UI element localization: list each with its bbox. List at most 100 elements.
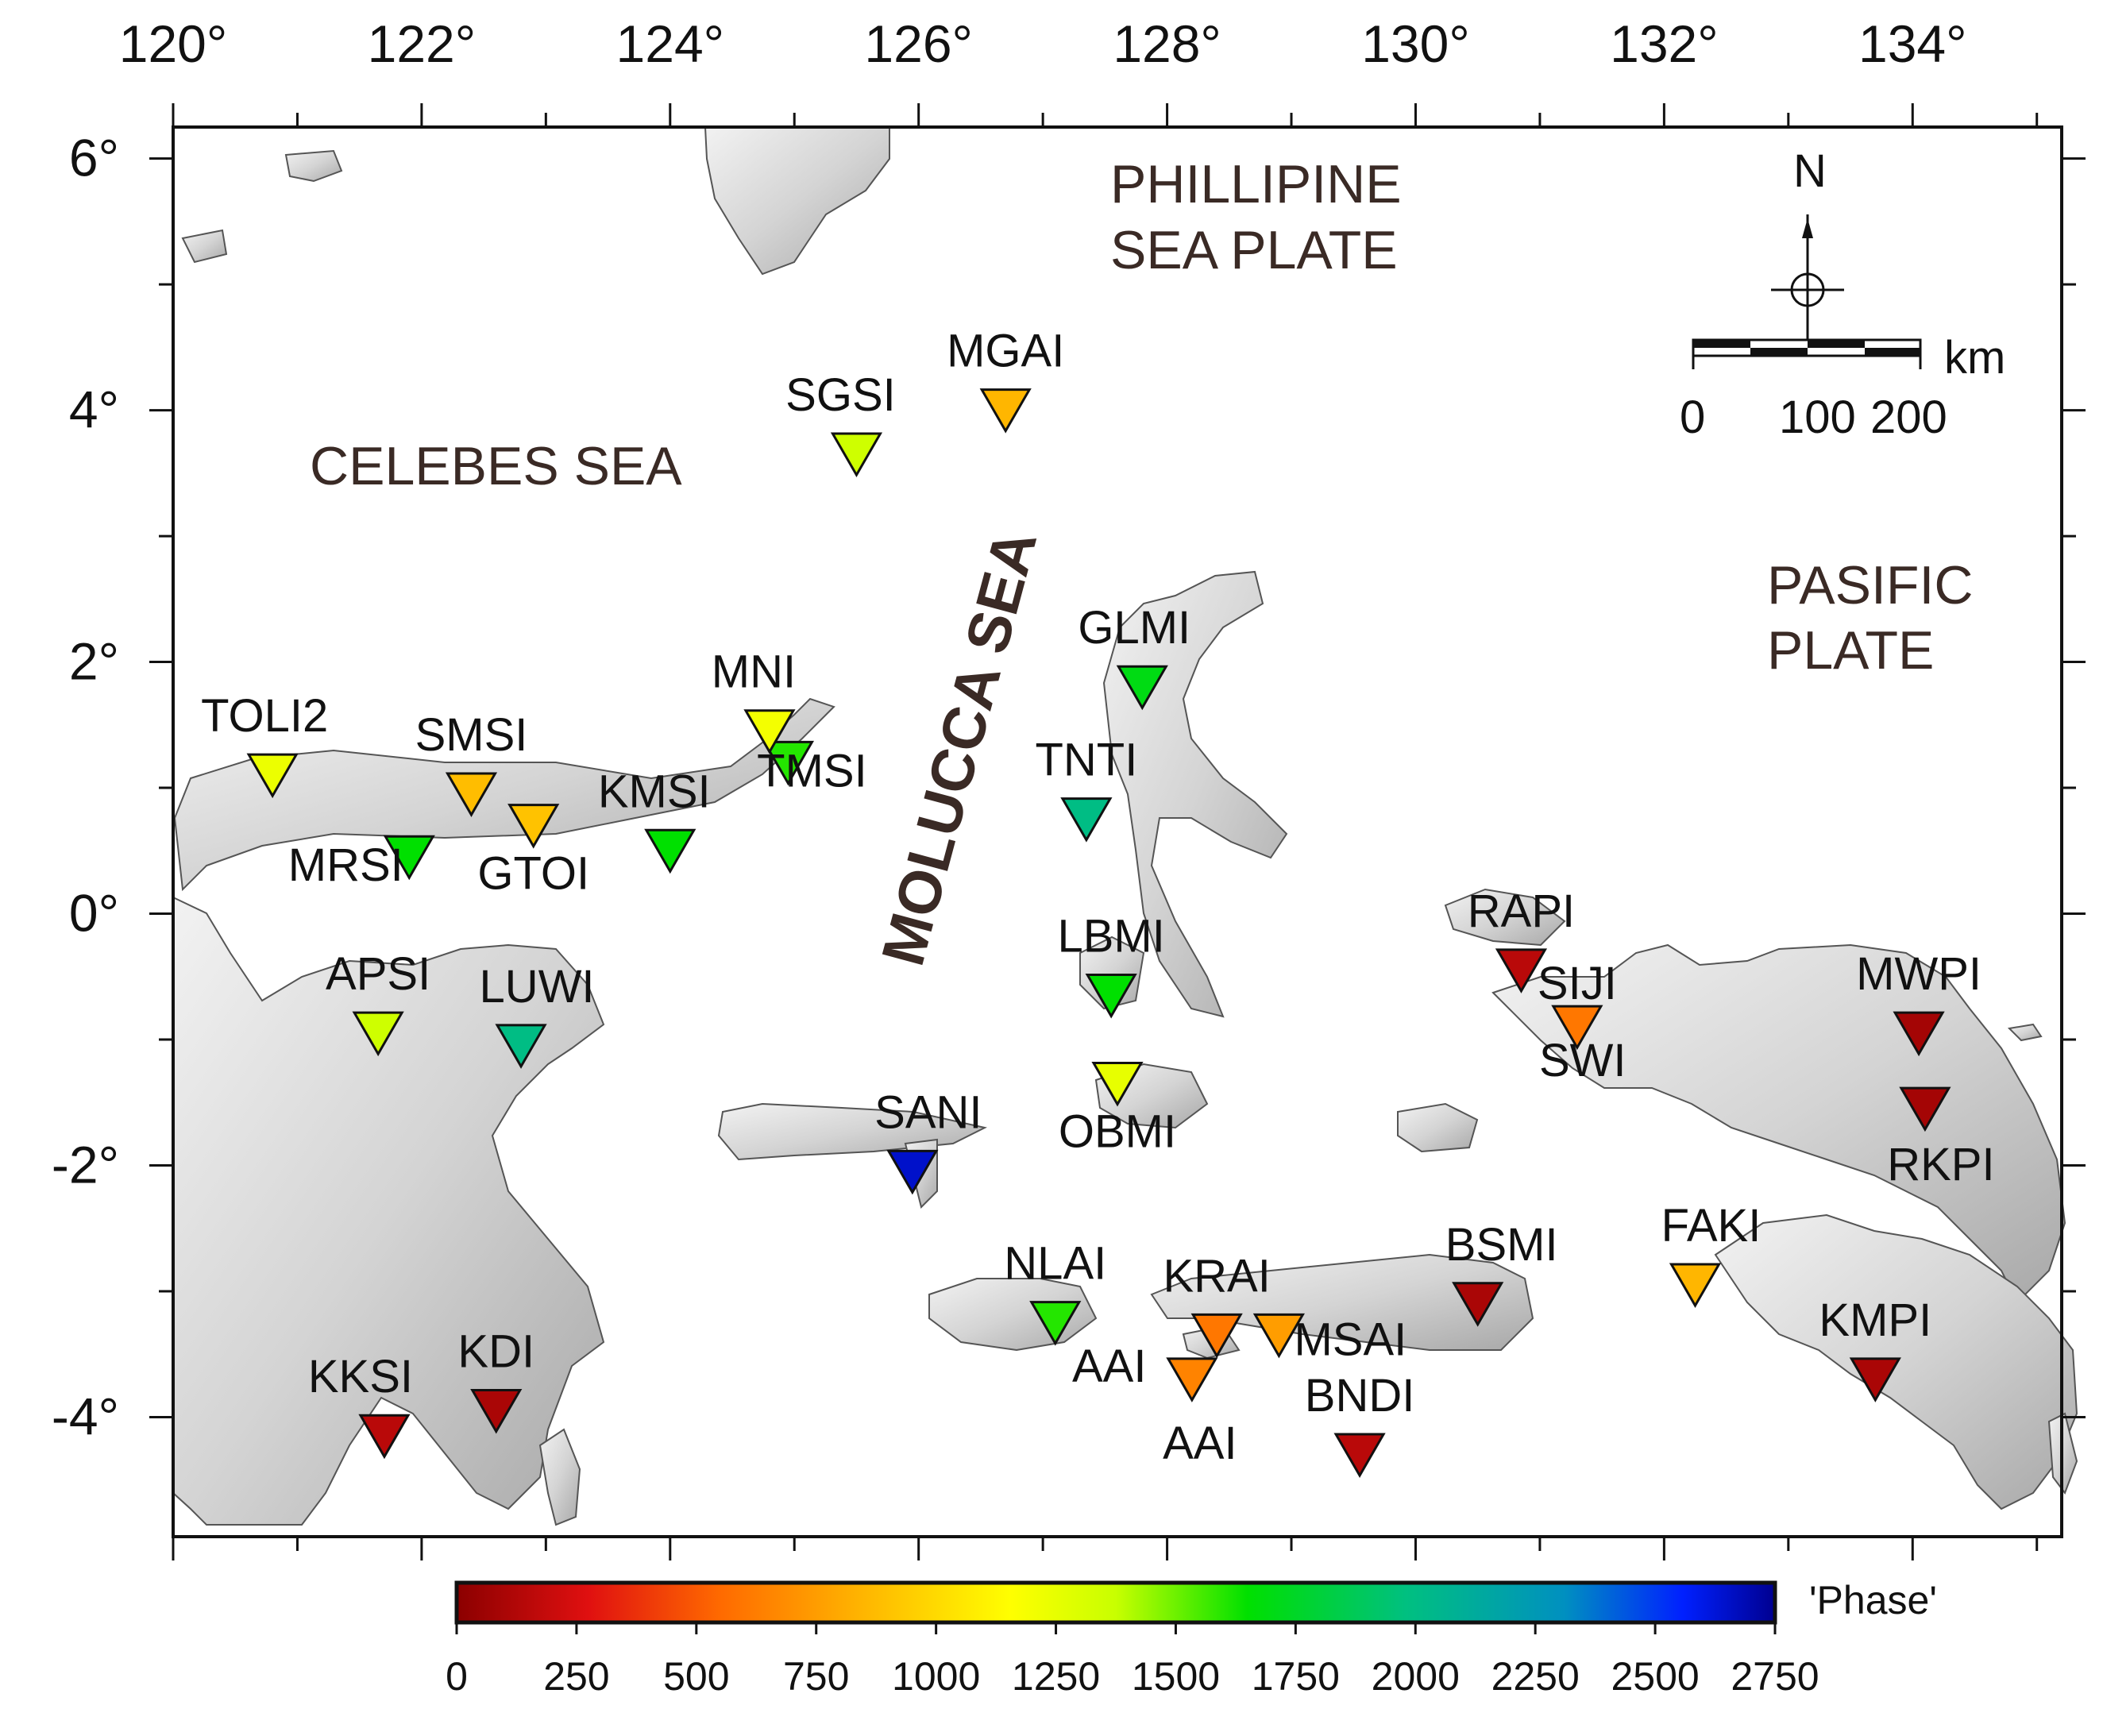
misool-island	[1397, 1102, 1479, 1153]
station-label-glmi: GLMI	[1078, 602, 1190, 654]
station-marker-faki[interactable]	[1669, 1263, 1722, 1309]
station-label-msai: MSAI	[1294, 1314, 1407, 1365]
station-marker-tmsi[interactable]	[762, 740, 815, 786]
colorbar-tick-label: 1500	[1132, 1654, 1220, 1699]
station-marker-aai[interactable]	[1166, 1357, 1218, 1402]
latitude-label: -4°	[52, 1387, 119, 1445]
aai-secondary-label: AAI	[1072, 1341, 1147, 1392]
station-marker-nlai[interactable]	[1029, 1301, 1082, 1346]
station-marker-obmi[interactable]	[1091, 1061, 1144, 1107]
station-label-mwpi: MWPI	[1856, 948, 1981, 1000]
sulawesi-body	[172, 896, 605, 1526]
station-marker-tnti[interactable]	[1060, 797, 1113, 843]
scale-tick-200: 200	[1870, 392, 1947, 443]
latitude-label: 0°	[69, 884, 119, 943]
station-label-obmi: OBMI	[1059, 1105, 1176, 1157]
swi-label: SWI	[1539, 1035, 1626, 1086]
colorbar-tick-label: 2250	[1491, 1654, 1580, 1699]
pasific-label-line2: PLATE	[1767, 620, 1934, 681]
station-label-tmsi: TMSI	[757, 745, 867, 797]
station-marker-mgai[interactable]	[979, 388, 1032, 434]
station-marker-lbmi[interactable]	[1085, 974, 1137, 1019]
scale-tick-100: 100	[1779, 392, 1856, 443]
longitude-label: 128°	[1113, 14, 1221, 73]
station-label-bndi: BNDI	[1305, 1370, 1415, 1422]
station-label-tnti: TNTI	[1035, 735, 1137, 786]
sulu-islands	[284, 149, 343, 183]
station-marker-kmpi[interactable]	[1849, 1357, 1901, 1402]
colorbar-tick-label: 2000	[1372, 1654, 1460, 1699]
map-frame	[172, 125, 2063, 1538]
station-label-bsmi: BSMI	[1445, 1219, 1558, 1271]
station-label-mni: MNI	[712, 646, 796, 698]
station-marker-msai[interactable]	[1252, 1313, 1305, 1359]
tick-labels: 120° 122° 124° 126° 128° 130° 132° 134° 6° 4° 2° 0°…	[52, 14, 1967, 1445]
colorbar-tick-label: 1250	[1012, 1654, 1100, 1699]
station-label-faki: FAKI	[1661, 1200, 1762, 1252]
station-label-krai: KRAI	[1163, 1250, 1270, 1302]
station-marker-bsmi[interactable]	[1452, 1282, 1504, 1327]
north-label: N	[1793, 145, 1827, 197]
longitude-label: 132°	[1610, 14, 1719, 73]
station-marker-mwpi[interactable]	[1893, 1011, 1945, 1057]
station-marker-kdi[interactable]	[470, 1389, 523, 1434]
station-label-lbmi: LBMI	[1057, 911, 1164, 963]
station-marker-gtoi[interactable]	[507, 804, 560, 849]
station-marker-rapi[interactable]	[1495, 948, 1548, 993]
sulu-islands-2	[181, 229, 228, 264]
station-marker-kmsi[interactable]	[644, 828, 696, 874]
waigeo-island	[1444, 888, 1566, 947]
station-label-kmsi: KMSI	[598, 766, 711, 817]
station-label-kksi: KKSI	[308, 1351, 413, 1402]
longitude-label: 122°	[368, 14, 477, 73]
station-marker-glmi[interactable]	[1116, 665, 1168, 711]
phillipine-label-line1: PHILLIPINE	[1110, 154, 1402, 214]
longitude-label: 124°	[616, 14, 725, 73]
buton-island	[538, 1428, 581, 1526]
station-marker-mni[interactable]	[743, 709, 796, 754]
latitude-label: 2°	[69, 632, 119, 691]
station-label-mrsi: MRSI	[288, 839, 403, 891]
station-marker-kksi[interactable]	[358, 1414, 411, 1460]
colorbar: 'Phase' 0 250 500 750 1000 1250 1500 1750 2000 22…	[446, 1578, 1937, 1699]
longitude-label: 134°	[1858, 14, 1967, 73]
station-label-rapi: RAPI	[1468, 885, 1575, 937]
latitude-label: 6°	[69, 129, 119, 187]
colorbar-tick-label: 500	[663, 1654, 729, 1699]
station-label-gtoi: GTOI	[477, 848, 589, 900]
station-marker-siji[interactable]	[1551, 1005, 1603, 1051]
north-arrow-icon	[1802, 218, 1813, 238]
station-marker-bndi[interactable]	[1333, 1433, 1386, 1478]
station-label-luwi: LUWI	[480, 961, 595, 1013]
station-label-apsi: APSI	[326, 948, 430, 1000]
longitude-label: 120°	[119, 14, 228, 73]
station-marker-smsi[interactable]	[445, 772, 498, 817]
station-marker-sani[interactable]	[886, 1149, 939, 1195]
station-label-smsi: SMSI	[415, 709, 528, 761]
station-label-mgai: MGAI	[947, 326, 1064, 377]
station-label-sani: SANI	[874, 1086, 982, 1138]
colorbar-tick-label: 250	[543, 1654, 609, 1699]
station-label-toli2: TOLI2	[201, 690, 328, 742]
station-label-kmpi: KMPI	[1819, 1294, 1931, 1346]
station-label-siji: SIJI	[1538, 958, 1617, 1009]
biak-island	[2007, 1023, 2043, 1042]
station-marker-sgsi[interactable]	[830, 432, 883, 478]
tick-marks	[149, 103, 2086, 1560]
station-marker-luwi[interactable]	[495, 1024, 547, 1069]
molucca-sea-label: MOLUCCA SEA	[869, 523, 1050, 973]
station-marker-rkpi[interactable]	[1899, 1086, 1951, 1132]
colorbar-tick-label: 2500	[1611, 1654, 1699, 1699]
station-marker-apsi[interactable]	[352, 1011, 404, 1057]
colorbar-tick-label: 2750	[1731, 1654, 1819, 1699]
colorbar-title: 'Phase'	[1809, 1578, 1937, 1622]
station-marker-mrsi[interactable]	[383, 835, 435, 881]
station-label-rkpi: RKPI	[1887, 1139, 1994, 1190]
mindanao-land	[704, 126, 890, 276]
station-marker-krai[interactable]	[1190, 1313, 1243, 1359]
colorbar-tick-label: 1000	[892, 1654, 980, 1699]
colorbar-gradient	[454, 1580, 1777, 1625]
colorbar-tick-label: 0	[446, 1654, 468, 1699]
station-marker-toli2[interactable]	[246, 753, 299, 799]
